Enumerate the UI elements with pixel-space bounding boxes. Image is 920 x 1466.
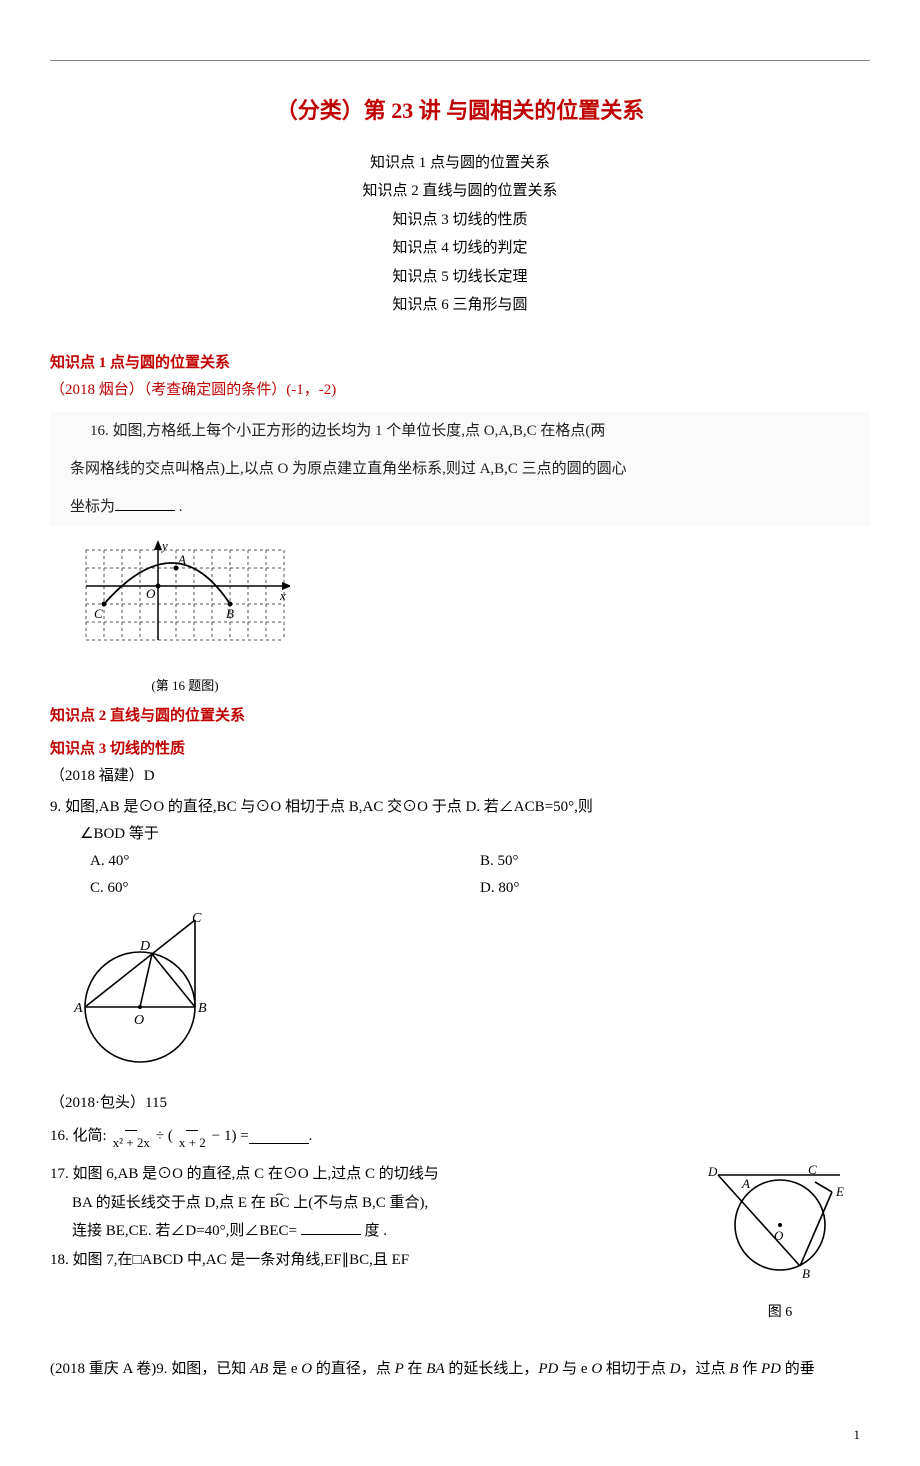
bp-p: P <box>395 1361 404 1377</box>
section2-heading: 知识点 2 直线与圆的位置关系 <box>50 703 870 730</box>
page-number: 1 <box>50 1423 870 1446</box>
p17-l2-pre: BA 的延长线交于点 D,点 E 在 <box>72 1195 266 1211</box>
option-C: C. 60° <box>90 875 480 902</box>
problem9-text: 9. 如图,AB 是⊙O 的直径,BC 与⊙O 相切于点 B,AC 交⊙O 于点… <box>50 794 870 821</box>
bp-d: D <box>670 1361 681 1377</box>
circle-figure-9: A B O C D <box>70 912 870 1082</box>
toc-item: 知识点 1 点与圆的位置关系 <box>50 149 870 178</box>
label-A: A <box>177 552 186 567</box>
problem-16: 16. 如图,方格纸上每个小正方形的边长均为 1 个单位长度,点 O,A,B,C… <box>50 412 870 526</box>
grid-figure: O A B C y x (第 16 题图) <box>80 540 870 697</box>
section1-ref: （2018 烟台）（考查确定圆的条件）(-1，-2) <box>50 377 870 404</box>
toc-item: 知识点 5 切线长定理 <box>50 263 870 292</box>
label-D: D <box>707 1164 718 1179</box>
arc-bc-text: BC <box>270 1195 290 1211</box>
bp-m7: ，过点 <box>681 1361 730 1377</box>
p16b-post: − 1) = <box>212 1123 249 1150</box>
toc-item: 知识点 4 切线的判定 <box>50 234 870 263</box>
bp-m8: 作 <box>738 1361 761 1377</box>
bp-m5: 与 e <box>558 1361 591 1377</box>
frac2-top <box>186 1119 198 1131</box>
options-row2: C. 60° D. 80° <box>90 875 870 902</box>
label-B: B <box>802 1266 810 1281</box>
label-B: B <box>198 1001 207 1016</box>
bp-m1: 是 e <box>268 1361 301 1377</box>
option-A: A. 40° <box>90 848 480 875</box>
p16b-pre: 16. 化简: <box>50 1123 107 1150</box>
problem17-text: 17. 如图 6,AB 是⊙O 的直径,点 C 在⊙O 上,过点 C 的切线与 … <box>50 1160 690 1274</box>
p18: 18. 如图 7,在□ABCD 中,AC 是一条对角线,EF∥BC,且 EF <box>50 1246 690 1275</box>
bottom-problem: (2018 重庆 A 卷)9. 如图，已知 AB 是 e O 的直径，点 P 在… <box>50 1356 870 1383</box>
p17-l3: 连接 BE,CE. 若∠D=40°,则∠BEC= 度 . <box>50 1217 690 1246</box>
bp-ba: BA <box>426 1361 444 1377</box>
page-title: （分类）第 23 讲 与圆相关的位置关系 <box>50 91 870 131</box>
bp-o2: O <box>591 1361 602 1377</box>
toc-item: 知识点 2 直线与圆的位置关系 <box>50 177 870 206</box>
bp-pd: PD <box>538 1361 558 1377</box>
bp-m2: 的直径，点 <box>312 1361 395 1377</box>
label-E: E <box>835 1184 844 1199</box>
label-A: A <box>73 1001 83 1016</box>
p17-l3-pre: 连接 BE,CE. 若∠D=40°,则∠BEC= <box>72 1223 297 1239</box>
p17-l3-post: 度 . <box>365 1223 388 1239</box>
problem16-line: 坐标为 . <box>50 488 870 526</box>
options-row1: A. 40° B. 50° <box>90 848 870 875</box>
label-O: O <box>146 586 156 601</box>
blank-field <box>115 496 175 511</box>
problem16-line: 16. 如图,方格纸上每个小正方形的边长均为 1 个单位长度,点 O,A,B,C… <box>50 412 870 450</box>
table-of-contents: 知识点 1 点与圆的位置关系 知识点 2 直线与圆的位置关系 知识点 3 切线的… <box>50 149 870 320</box>
frac1-bot: x² + 2x <box>111 1131 152 1154</box>
blank-field <box>301 1220 361 1235</box>
bp-pd2: PD <box>761 1361 781 1377</box>
toc-item: 知识点 3 切线的性质 <box>50 206 870 235</box>
bp-m3: 在 <box>404 1361 427 1377</box>
figure6: D A C E O B 图 6 <box>690 1160 870 1325</box>
p17-l1: 17. 如图 6,AB 是⊙O 的直径,点 C 在⊙O 上,过点 C 的切线与 <box>50 1160 690 1189</box>
fig6-caption: 图 6 <box>690 1300 870 1325</box>
problem16-label: 坐标为 <box>70 499 115 515</box>
label-B: B <box>226 606 234 621</box>
problem16-line: 条网格线的交点叫格点)上,以点 O 为原点建立直角坐标系,则过 A,B,C 三点… <box>50 450 870 488</box>
bp-b: B <box>729 1361 738 1377</box>
problem16b: 16. 化简: x² + 2x ÷ ( x + 2 − 1) = . <box>50 1119 870 1154</box>
fig6-svg: D A C E O B <box>700 1160 860 1290</box>
option-D: D. 80° <box>480 875 870 902</box>
bp-m6: 相切于点 <box>602 1361 670 1377</box>
section3-heading: 知识点 3 切线的性质 <box>50 736 870 763</box>
p17-l2: BA 的延长线交于点 D,点 E 在 BC 上(不与点 B,C 重合), <box>50 1189 690 1218</box>
option-B: B. 50° <box>480 848 870 875</box>
figure16-caption: (第 16 题图) <box>80 674 290 697</box>
label-y: y <box>160 540 168 553</box>
p16b-mid: ÷ ( <box>156 1123 173 1150</box>
bp-m9: 的垂 <box>781 1361 815 1377</box>
blank-field <box>249 1129 309 1144</box>
label-C: C <box>808 1162 817 1177</box>
bp-ab: AB <box>250 1361 268 1377</box>
label-O: O <box>134 1013 144 1028</box>
top-rule <box>50 60 870 61</box>
frac2-bot: x + 2 <box>177 1131 208 1154</box>
section3-ref2: （2018·包头）115 <box>50 1090 870 1117</box>
bp-o: O <box>301 1361 312 1377</box>
label-x: x <box>279 588 286 603</box>
bp-m4: 的延长线上， <box>445 1361 539 1377</box>
label-C: C <box>94 606 103 621</box>
label-O: O <box>774 1228 784 1243</box>
problem17-row: 17. 如图 6,AB 是⊙O 的直径,点 C 在⊙O 上,过点 C 的切线与 … <box>50 1160 870 1325</box>
problem9-sub: ∠BOD 等于 <box>80 821 870 848</box>
circle9-svg: A B O C D <box>70 912 240 1072</box>
label-A: A <box>741 1176 750 1191</box>
label-D: D <box>139 939 150 954</box>
grid-svg: O A B C y x <box>80 540 290 660</box>
toc-item: 知识点 6 三角形与圆 <box>50 291 870 320</box>
label-C: C <box>192 912 202 926</box>
bp-pre: (2018 重庆 A 卷)9. 如图，已知 <box>50 1361 250 1377</box>
arc-bc: BC <box>270 1189 290 1218</box>
section1-heading: 知识点 1 点与圆的位置关系 <box>50 350 870 377</box>
frac1-top <box>125 1119 137 1131</box>
p17-l2-post: 上(不与点 B,C 重合), <box>293 1195 428 1211</box>
section3-ref: （2018 福建）D <box>50 763 870 790</box>
